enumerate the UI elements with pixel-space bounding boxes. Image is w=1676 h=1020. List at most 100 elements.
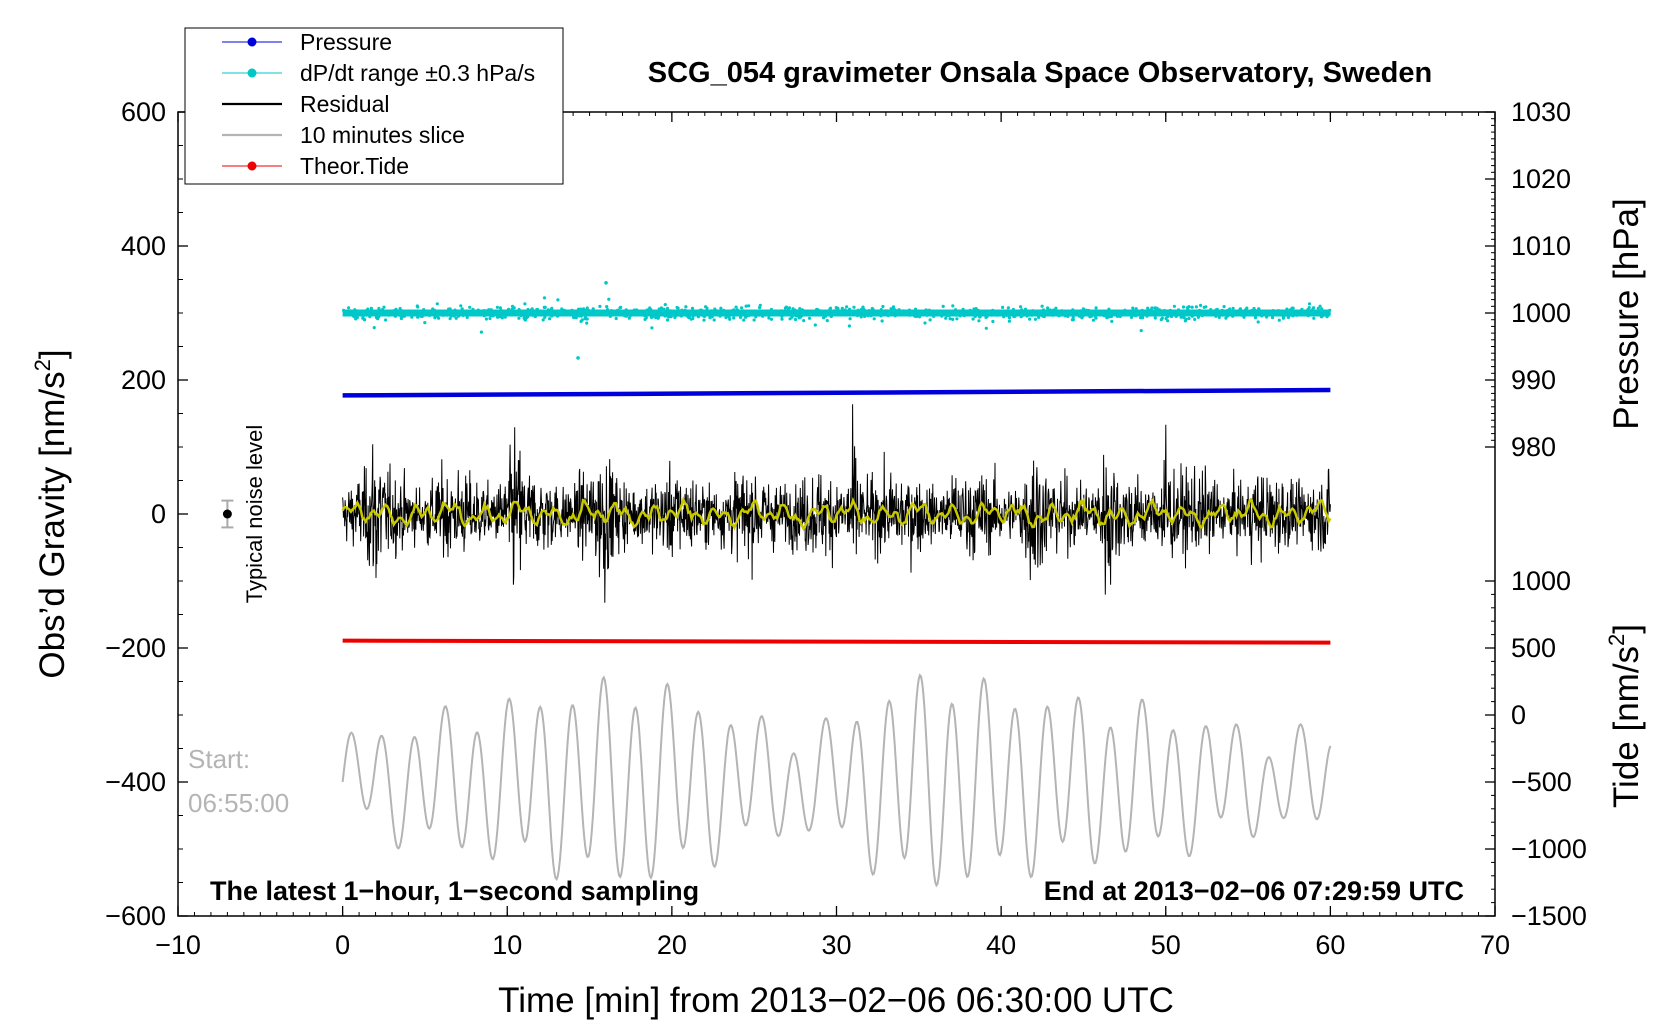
dpdt-point <box>1007 319 1012 323</box>
dpdt-point <box>668 310 672 314</box>
dpdt-point <box>724 315 728 320</box>
dpdt-point <box>1233 311 1237 315</box>
dpdt-point <box>1131 313 1135 317</box>
legend-label: Theor.Tide <box>300 153 409 179</box>
dpdt-point <box>951 317 955 321</box>
dpdt-point <box>886 312 891 316</box>
dpdt-point <box>1014 311 1019 315</box>
dpdt-point <box>469 310 473 314</box>
tide-tick-label: 1000 <box>1511 566 1571 596</box>
dpdt-point <box>1253 316 1258 320</box>
dpdt-point <box>976 311 980 315</box>
dpdt-point <box>1081 307 1085 311</box>
dpdt-point <box>944 316 948 320</box>
dpdt-point <box>757 313 762 317</box>
dpdt-point <box>535 311 539 315</box>
dpdt-point <box>358 313 362 317</box>
chart-title: SCG_054 gravimeter Onsala Space Observat… <box>648 57 1432 89</box>
dpdt-point <box>606 311 610 315</box>
dpdt-point <box>635 308 639 312</box>
dpdt-point <box>484 317 488 321</box>
dpdt-point <box>591 307 595 311</box>
dpdt-point <box>1091 318 1095 322</box>
dpdt-point <box>871 310 875 314</box>
dpdt-point <box>526 307 530 312</box>
dpdt-point <box>927 308 931 312</box>
dpdt-point <box>1129 315 1134 319</box>
dpdt-point <box>845 305 849 309</box>
dpdt-point <box>1026 309 1030 313</box>
dpdt-point <box>734 305 738 309</box>
dpdt-point <box>1242 315 1246 319</box>
dpdt-point <box>1231 306 1235 310</box>
dpdt-point <box>829 311 833 315</box>
dpdt-point <box>966 311 970 315</box>
dpdt-point <box>676 310 680 314</box>
dpdt-point <box>500 316 504 320</box>
dpdt-point <box>482 310 486 314</box>
dpdt-point <box>382 305 386 309</box>
dpdt-point <box>727 315 731 319</box>
y-left-tick-label: 0 <box>151 499 166 529</box>
dpdt-point <box>782 313 786 317</box>
dpdt-point <box>907 308 911 312</box>
dpdt-point <box>449 310 453 314</box>
dpdt-point <box>517 311 521 315</box>
dpdt-point <box>541 318 545 322</box>
dpdt-point <box>963 310 967 314</box>
dpdt-point <box>1327 310 1331 314</box>
dpdt-point <box>392 309 396 313</box>
dpdt-point <box>991 319 995 324</box>
tide-label-sup: 2 <box>1604 634 1629 646</box>
dpdt-point <box>1239 313 1244 317</box>
dpdt-point <box>1160 316 1164 320</box>
dpdt-point <box>891 305 896 309</box>
dpdt-point <box>1123 308 1127 312</box>
dpdt-point <box>858 309 863 313</box>
dpdt-point <box>786 312 790 316</box>
residual-smooth-line <box>341 496 1332 532</box>
dpdt-point <box>1105 310 1109 314</box>
dpdt-point <box>711 311 715 315</box>
dpdt-point <box>783 306 788 310</box>
dpdt-point <box>399 314 403 318</box>
dpdt-point <box>1012 315 1016 319</box>
dpdt-point <box>982 311 986 316</box>
pressure-tick-label: 1010 <box>1511 231 1571 261</box>
dpdt-point <box>921 312 925 316</box>
dpdt-point <box>1265 315 1269 319</box>
dpdt-point <box>1147 310 1151 314</box>
dpdt-point <box>1196 311 1200 315</box>
dpdt-point <box>1286 315 1290 319</box>
dpdt-point <box>722 308 726 312</box>
dpdt-point <box>1187 316 1191 321</box>
start-label: Start: <box>188 744 250 774</box>
dpdt-point <box>808 312 812 316</box>
dpdt-point <box>1150 306 1154 310</box>
dpdt-point <box>693 310 697 314</box>
dpdt-point <box>790 315 794 319</box>
dpdt-point <box>955 317 959 321</box>
dpdt-point <box>962 314 966 318</box>
dpdt-point <box>649 308 653 312</box>
dpdt-point <box>947 313 951 318</box>
dpdt-point <box>384 310 388 314</box>
dpdt-point <box>1025 314 1029 318</box>
dpdt-point <box>519 313 523 318</box>
dpdt-point <box>744 304 748 308</box>
dpdt-point <box>627 310 631 314</box>
dpdt-point <box>1291 314 1295 318</box>
dpdt-point <box>575 312 579 316</box>
dpdt-point <box>735 308 740 312</box>
dpdt-point <box>577 314 581 318</box>
dpdt-point <box>901 312 905 316</box>
dpdt-point <box>363 312 367 316</box>
dpdt-point <box>719 306 723 310</box>
dpdt-point <box>523 302 527 306</box>
tide-axis-label: Tide [nm/s2] <box>1604 624 1646 808</box>
dpdt-point <box>1309 309 1313 313</box>
dpdt-point <box>1040 304 1044 308</box>
dpdt-point <box>532 311 536 315</box>
dpdt-point <box>365 309 369 313</box>
dpdt-point <box>503 315 507 319</box>
